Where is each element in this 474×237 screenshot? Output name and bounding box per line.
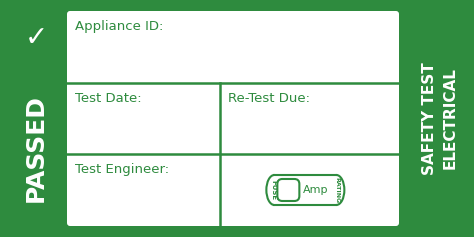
FancyBboxPatch shape	[67, 11, 399, 226]
FancyBboxPatch shape	[277, 179, 300, 201]
Text: Test Date:: Test Date:	[75, 92, 142, 105]
FancyBboxPatch shape	[5, 5, 469, 232]
Text: RATING: RATING	[335, 177, 340, 203]
Text: ELECTRICAL: ELECTRICAL	[443, 68, 457, 169]
Text: Test Engineer:: Test Engineer:	[75, 163, 169, 176]
Text: PASSED: PASSED	[24, 94, 48, 202]
Ellipse shape	[328, 175, 344, 205]
Text: Appliance ID:: Appliance ID:	[75, 20, 164, 33]
Ellipse shape	[266, 175, 283, 205]
Bar	[274, 175, 337, 205]
Text: Amp: Amp	[302, 185, 328, 195]
Text: SAFETY TEST: SAFETY TEST	[422, 62, 438, 175]
Text: FUSE: FUSE	[270, 180, 276, 200]
Text: ✓: ✓	[24, 24, 47, 52]
Text: Re-Test Due:: Re-Test Due:	[228, 92, 310, 105]
